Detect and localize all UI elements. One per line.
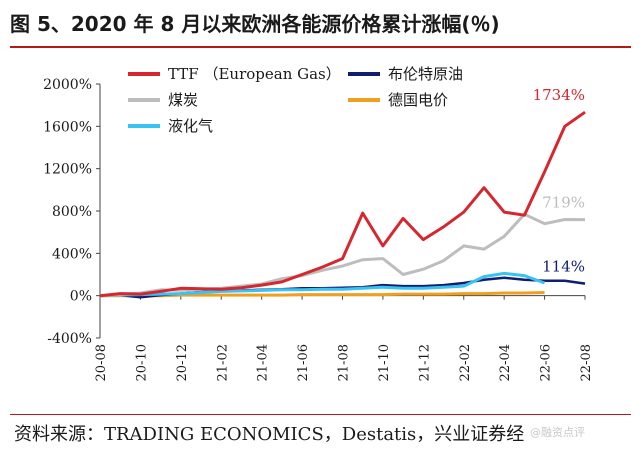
series-group	[99, 110, 586, 299]
x-tick-label: 22-02	[458, 344, 473, 381]
legend-label-brent: 布伦特原油	[388, 65, 463, 83]
legend-label-coal: 煤炭	[168, 91, 198, 109]
y-tick-label: 0%	[70, 289, 92, 305]
x-tick-label: 21-08	[337, 344, 352, 381]
watermark: @融资点评	[530, 426, 585, 439]
y-tick-label: -400%	[47, 331, 92, 347]
x-tick-label: 20-12	[175, 344, 190, 381]
x-tick-label: 21-04	[256, 344, 271, 381]
annotation-brent: 114%	[542, 258, 585, 276]
annotation-group: 1734% 719% 114%	[533, 86, 585, 275]
x-axis: 20-08 20-10 20-12 21-02 21-04 21-06 21-08 21-10…	[94, 295, 594, 381]
x-tick-label: 22-04	[498, 344, 513, 381]
series-line-coal	[99, 212, 586, 298]
x-tick-label: 21-06	[296, 344, 311, 381]
y-tick-label: 800%	[52, 204, 92, 220]
annotation-coal: 719%	[542, 194, 585, 212]
x-tick-label: 20-08	[94, 344, 109, 381]
figure-title: 图 5、2020 年 8 月以来欧洲各能源价格累计涨幅(％)	[10, 12, 500, 36]
series-line-ttf	[99, 110, 586, 298]
y-axis: 2000% 1600% 1200% 800% 400% 0% -400%	[43, 77, 101, 347]
source-divider	[10, 414, 631, 415]
x-tick-label: 21-10	[377, 344, 392, 381]
legend-label-lng: 液化气	[168, 117, 213, 135]
x-tick-label: 21-02	[215, 344, 230, 381]
x-tick-label: 22-08	[579, 344, 594, 381]
line-chart: 2000% 1600% 1200% 800% 400% 0% -400% 20-08 20-1…	[43, 65, 594, 381]
x-tick-label: 21-12	[417, 344, 432, 381]
title-divider	[10, 46, 631, 48]
series-line-lng	[99, 271, 546, 298]
y-tick-label: 400%	[52, 246, 92, 262]
x-tick-label: 20-10	[134, 344, 149, 381]
y-tick-label: 1200%	[43, 162, 92, 178]
legend-label-power: 德国电价	[388, 91, 448, 109]
source-note: 资料来源：TRADING ECONOMICS，Destatis，兴业证券经	[14, 424, 525, 445]
y-tick-label: 2000%	[43, 77, 92, 93]
x-tick-label: 22-06	[539, 344, 554, 381]
y-tick-label: 1600%	[43, 119, 92, 135]
annotation-ttf: 1734%	[533, 86, 585, 104]
legend-label-ttf: TTF （European Gas）	[168, 65, 341, 83]
